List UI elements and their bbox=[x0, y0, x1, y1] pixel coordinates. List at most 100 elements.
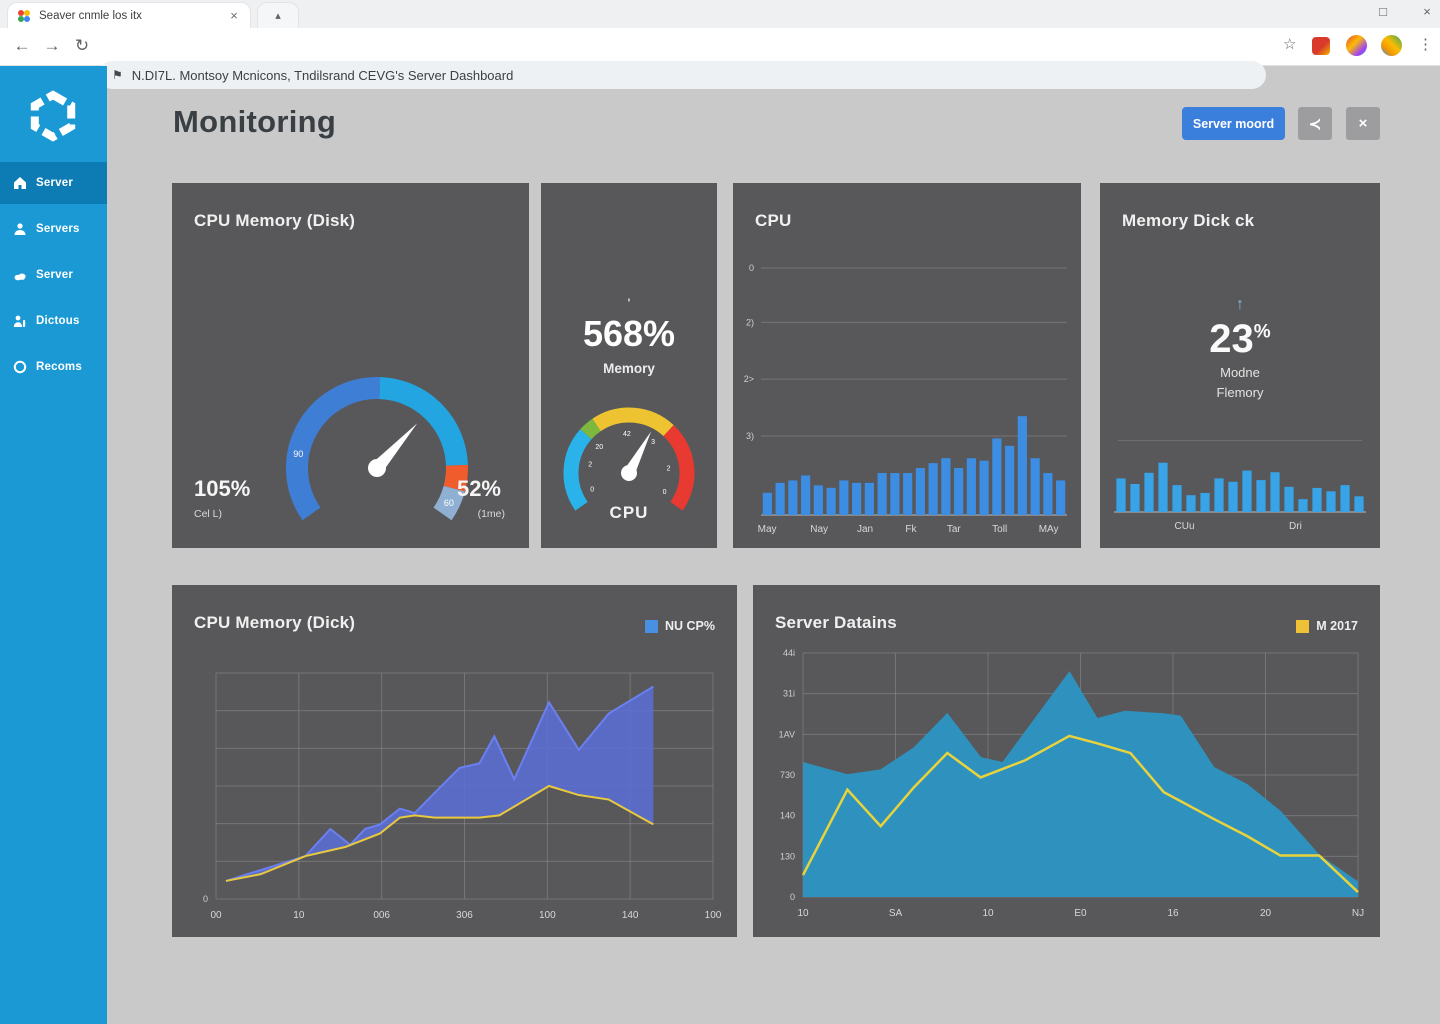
svg-text:Toll: Toll bbox=[992, 524, 1007, 535]
svg-text:10: 10 bbox=[982, 908, 994, 919]
svg-text:10: 10 bbox=[797, 908, 809, 919]
user-icon bbox=[14, 223, 26, 235]
card-title: CPU bbox=[755, 211, 792, 230]
window-maximize-button[interactable]: □ bbox=[1379, 4, 1387, 19]
sidebar-item-label: Server bbox=[36, 177, 74, 189]
legend: M 2017 bbox=[1296, 619, 1358, 633]
card-title: Server Datains bbox=[775, 613, 897, 632]
extension-icon[interactable] bbox=[1312, 37, 1330, 55]
svg-text:2>: 2> bbox=[744, 374, 754, 384]
browser-menu-icon[interactable]: ⋮ bbox=[1418, 36, 1433, 53]
address-url: N.DI7L. Montsoy Mcnicons, Tndilsrand CEV… bbox=[131, 67, 514, 83]
svg-text:60: 60 bbox=[444, 498, 454, 508]
back-button[interactable]: ← bbox=[13, 36, 31, 55]
app-logo-icon bbox=[30, 90, 76, 142]
browser-tab-secondary[interactable]: ▴ bbox=[258, 3, 298, 28]
svg-text:006: 006 bbox=[373, 910, 390, 921]
svg-text:Nay: Nay bbox=[810, 524, 828, 535]
legend: NU CP% bbox=[644, 619, 715, 633]
svg-text:Fk: Fk bbox=[905, 524, 917, 535]
gauge-right-label: (1me) bbox=[477, 508, 505, 520]
browser-tab-strip: Seaver cnmle los itx × ▴ □ × bbox=[0, 0, 1440, 28]
svg-text:0: 0 bbox=[663, 489, 667, 496]
sidebar-item-server-cloud[interactable]: Server bbox=[0, 254, 107, 296]
svg-text:0: 0 bbox=[590, 487, 594, 494]
gauge-right-value: 52% bbox=[456, 476, 501, 501]
svg-text:3): 3) bbox=[746, 431, 754, 441]
person-icon bbox=[13, 315, 26, 327]
up-arrow-icon: ↑ bbox=[1236, 296, 1244, 313]
sidebar-item-recoms[interactable]: Recoms bbox=[0, 346, 107, 388]
svg-text:MAy: MAy bbox=[1039, 524, 1059, 535]
legend-label: M 2017 bbox=[1316, 619, 1358, 633]
memory-mini-bar-chart: CUu Dri bbox=[1114, 462, 1366, 532]
svg-text:SA: SA bbox=[889, 908, 903, 919]
cpu-bar-chart: 0 2) 2> 3) May Nay Jan Fk Tar Toll MAy bbox=[744, 263, 1067, 535]
legend-swatch bbox=[644, 619, 658, 633]
circle-icon bbox=[13, 360, 27, 374]
svg-text:730: 730 bbox=[780, 770, 795, 780]
tab-secondary-icon: ▴ bbox=[275, 10, 281, 22]
tick-mark: ' bbox=[627, 295, 631, 311]
card-title: CPU Memory (Dick) bbox=[194, 613, 356, 632]
tab-close-icon[interactable]: × bbox=[230, 8, 238, 23]
sub-label-1: Modne bbox=[1220, 365, 1260, 380]
value-unit: % bbox=[1253, 321, 1271, 343]
site-info-icon[interactable]: ⚑ bbox=[112, 68, 123, 82]
home-icon bbox=[14, 177, 26, 189]
gauge-left-label: Cel L) bbox=[194, 508, 223, 520]
svg-text:NJ: NJ bbox=[1352, 908, 1364, 919]
svg-text:100: 100 bbox=[539, 910, 556, 921]
svg-text:Tar: Tar bbox=[947, 524, 962, 535]
card-cpu-memory-disk: CPU Memory (Disk) 90 60 105% Cel L) 52% (… bbox=[172, 183, 529, 548]
svg-text:Dri: Dri bbox=[1289, 521, 1302, 532]
card-cpu-area: CPU Memory (Dick) NU CP% 00 10 006 306 100 14… bbox=[172, 585, 737, 937]
divider bbox=[1118, 440, 1362, 441]
server-moord-button[interactable]: Server moord bbox=[1182, 107, 1285, 140]
browser-toolbar: ← → ↻ ⚑ N.DI7L. Montsoy Mcnicons, Tndils… bbox=[0, 28, 1440, 89]
window-close-button[interactable]: × bbox=[1423, 4, 1431, 19]
memory-percent-value: 568% bbox=[582, 313, 676, 354]
avatar[interactable] bbox=[1381, 35, 1402, 56]
svg-text:20: 20 bbox=[595, 444, 603, 451]
favicon-icon bbox=[18, 9, 30, 22]
svg-text:0: 0 bbox=[790, 892, 795, 902]
svg-text:20: 20 bbox=[1260, 908, 1272, 919]
legend-label: NU CP% bbox=[664, 619, 715, 633]
main-content: Monitoring Server moord ≺ × CPU Memory (… bbox=[107, 66, 1440, 1024]
sidebar-item-label: Recoms bbox=[36, 361, 82, 373]
svg-text:2): 2) bbox=[746, 317, 754, 327]
card-title: CPU Memory (Disk) bbox=[194, 211, 356, 230]
address-bar[interactable]: ⚑ N.DI7L. Montsoy Mcnicons, Tndilsrand C… bbox=[98, 61, 1266, 89]
gauge-left-value: 105% bbox=[194, 476, 251, 501]
sidebar-item-server[interactable]: Server bbox=[0, 162, 107, 204]
sidebar: Server Servers Server Dictous bbox=[0, 66, 107, 1024]
cloud-icon bbox=[14, 273, 26, 281]
svg-text:CUu: CUu bbox=[1175, 521, 1195, 532]
svg-text:306: 306 bbox=[456, 910, 473, 921]
card-cpu-bars: CPU 0 2) 2> 3) May Nay Jan Fk Tar Toll MAy bbox=[733, 183, 1081, 548]
sidebar-item-dictous[interactable]: Dictous bbox=[0, 300, 107, 342]
forward-button[interactable]: → bbox=[43, 36, 61, 55]
sub-label-2: Flemory bbox=[1216, 385, 1264, 400]
svg-text:Jan: Jan bbox=[857, 524, 873, 535]
sidebar-item-servers[interactable]: Servers bbox=[0, 208, 107, 250]
card-memory-gauge: ' 568% Memory 0 2 20 42 3 2 0 CPU bbox=[541, 183, 717, 548]
memory-dick-value: 23% bbox=[1100, 317, 1380, 362]
svg-text:E0: E0 bbox=[1074, 908, 1087, 919]
close-button[interactable]: × bbox=[1346, 107, 1380, 140]
reload-button[interactable]: ↻ bbox=[74, 36, 90, 55]
browser-tab[interactable]: Seaver cnmle los itx × bbox=[8, 3, 250, 28]
card-title: Memory Dick ck bbox=[1122, 211, 1255, 230]
bookmark-star-icon[interactable]: ☆ bbox=[1283, 36, 1297, 53]
svg-text:May: May bbox=[758, 524, 777, 535]
svg-text:90: 90 bbox=[293, 449, 303, 459]
svg-text:130: 130 bbox=[780, 851, 795, 861]
avatar[interactable] bbox=[1346, 35, 1367, 56]
svg-text:140: 140 bbox=[780, 811, 795, 821]
legend-swatch bbox=[1296, 619, 1310, 633]
share-button[interactable]: ≺ bbox=[1298, 107, 1332, 140]
svg-text:2: 2 bbox=[667, 465, 671, 472]
